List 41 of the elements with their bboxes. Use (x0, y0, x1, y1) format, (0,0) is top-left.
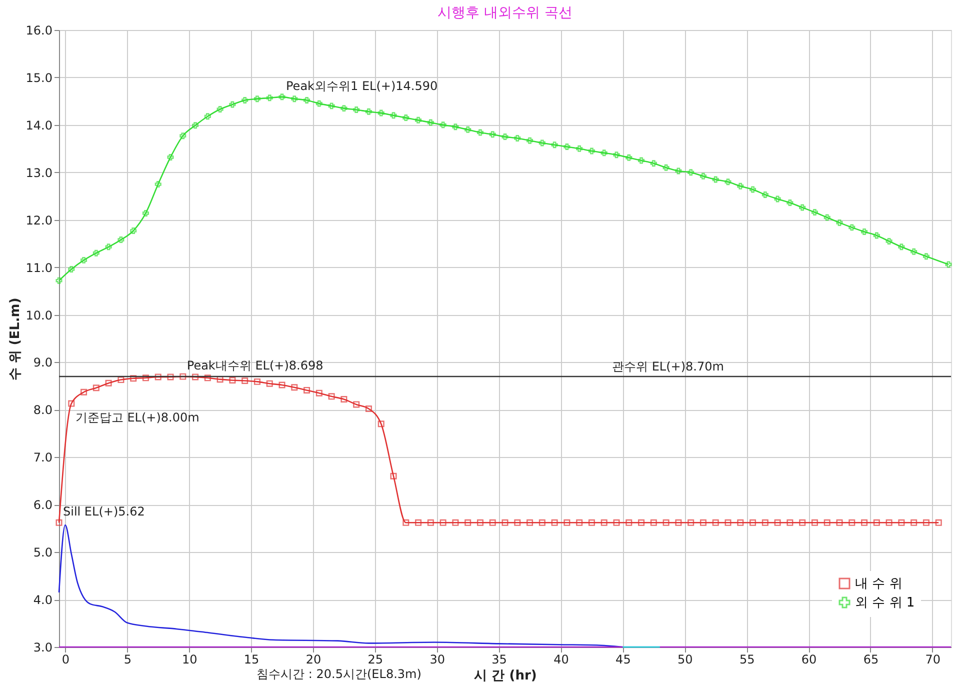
y-axis-title: 수 위 (EL.m) (8, 298, 23, 380)
y-tick-label: 6.0 (33, 498, 52, 512)
y-tick-label: 13.0 (26, 166, 52, 180)
x-axis-title: 시 간 (hr) (474, 668, 537, 684)
legend-label: 내 수 위 (855, 576, 902, 592)
x-tick-label: 45 (616, 652, 631, 666)
x-tick-label: 25 (368, 652, 384, 666)
y-tick-label: 4.0 (33, 593, 52, 608)
y-tick-label: 10.0 (26, 308, 52, 322)
x-tick-label: 20 (306, 652, 322, 666)
x-tick-label: 60 (801, 652, 817, 666)
x-tick-label: 55 (739, 652, 755, 666)
x-tick-label: 30 (430, 652, 445, 666)
x-tick-label: 70 (925, 652, 941, 666)
y-tick-label: 7.0 (33, 450, 52, 465)
x-tick-label: 5 (124, 652, 132, 666)
y-tick-label: 11.0 (26, 260, 52, 275)
line-series (58, 524, 624, 648)
chart-title: 시행후 내외수위 곡선 (438, 5, 572, 21)
legend-label: 외 수 위 1 (855, 596, 915, 610)
annotation: Peak내수위 EL(+)8.698 (186, 358, 324, 373)
y-tick-label: 15.0 (26, 70, 52, 85)
x-tick-label: 50 (678, 652, 693, 666)
annotation: 기준답고 EL(+)8.00m (75, 410, 200, 425)
x-tick-label: 65 (863, 652, 879, 666)
y-tick-label: 12.0 (26, 213, 52, 228)
x-tick-label: 10 (182, 652, 198, 666)
y-tick-label: 5.0 (33, 546, 52, 560)
x-tick-label: 0 (62, 652, 70, 666)
y-tick-label: 14.0 (26, 118, 52, 132)
y-tick-label: 8.0 (33, 403, 52, 418)
x-tick-label: 35 (492, 652, 507, 666)
annotation: Sill EL(+)5.62 (63, 504, 145, 519)
y-tick-label: 9.0 (33, 356, 52, 370)
ref-line-label: 관수위 EL(+)8.70m (612, 359, 724, 374)
y-tick-label: 16.0 (26, 24, 52, 38)
x-tick-label: 15 (244, 652, 260, 666)
x-tick-label: 40 (554, 652, 569, 666)
y-tick-label: 3.0 (33, 640, 52, 654)
annotation: Peak외수위1 EL(+)14.590 (286, 78, 438, 93)
text: 침수시간 : 20.5시간(EL8.3m) (256, 667, 422, 681)
